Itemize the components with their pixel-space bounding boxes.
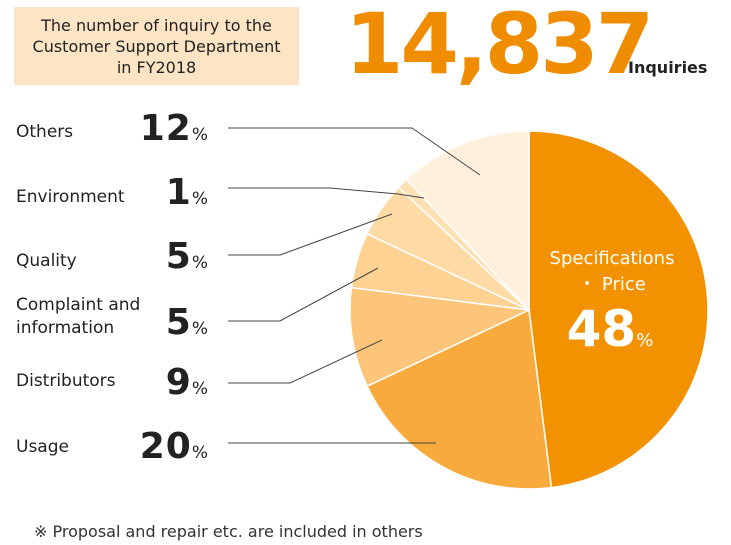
total-inquiries: 14,837 [345, 0, 654, 93]
leader-line-distributors [228, 339, 383, 384]
pct-distributors-value: 9 [165, 362, 192, 403]
pct-environment: 1% [138, 172, 208, 213]
leader-line-quality [228, 213, 393, 256]
pct-usage-value: 20 [139, 426, 192, 467]
pct-symbol: % [191, 125, 208, 145]
pct-others: 12% [138, 108, 208, 149]
label-quality: Quality [16, 251, 77, 271]
chart-title-box: The number of inquiry to the Customer Su… [14, 7, 299, 85]
pie-slice-usage [366, 308, 553, 490]
leader-line-others [228, 127, 481, 176]
pct-quality: 5% [138, 236, 208, 277]
pct-symbol: % [191, 443, 208, 463]
slice-label-line2: ・ Price [578, 274, 646, 295]
pct-others-value: 12 [139, 108, 192, 149]
pct-symbol: % [191, 189, 208, 209]
pct-complaint-information-value: 5 [165, 302, 192, 343]
label-complaint-information: Complaint and information [16, 295, 141, 338]
slice-value-specifications: 48% [567, 300, 654, 358]
pct-usage: 20% [138, 426, 208, 467]
pct-quality-value: 5 [165, 236, 192, 277]
pie-slice-others [405, 130, 530, 312]
pct-symbol: % [191, 253, 208, 273]
label-usage: Usage [16, 437, 69, 457]
label-environment: Environment [16, 187, 125, 207]
total-unit: Inquiries [628, 58, 708, 77]
pie-slice-distributors [349, 286, 532, 388]
leader-line-complaint-information [228, 267, 379, 322]
pct-environment-value: 1 [165, 172, 192, 213]
slice-value-unit: % [636, 330, 653, 351]
footnote: ※ Proposal and repair etc. are included … [34, 522, 423, 541]
slice-value-number: 48 [567, 300, 637, 358]
label-others: Others [16, 122, 74, 142]
pct-symbol: % [191, 379, 208, 399]
slice-label-line1: Specifications [550, 248, 675, 269]
pie-slice-specifications-price [528, 130, 709, 489]
label-distributors: Distributors [16, 371, 116, 391]
pct-symbol: % [191, 319, 208, 339]
leader-line-environment [228, 187, 425, 199]
pct-distributors: 9% [138, 362, 208, 403]
chart-title: The number of inquiry to the Customer Su… [32, 15, 281, 77]
pct-complaint-information: 5% [138, 302, 208, 343]
